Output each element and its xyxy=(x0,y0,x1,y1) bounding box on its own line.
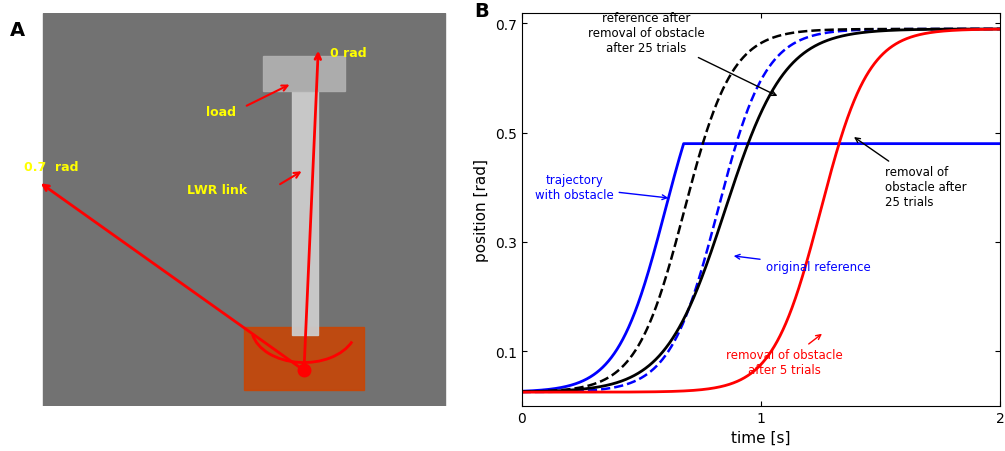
Bar xyxy=(244,327,364,390)
Text: B: B xyxy=(473,2,488,21)
Bar xyxy=(263,57,345,92)
Text: removal of obstacle
after 5 trials: removal of obstacle after 5 trials xyxy=(727,335,843,377)
Text: 0 rad: 0 rad xyxy=(331,47,367,60)
Y-axis label: position [rad]: position [rad] xyxy=(474,158,489,261)
Text: LWR link: LWR link xyxy=(187,184,247,197)
Text: reference after
removal of obstacle
after 25 trials: reference after removal of obstacle afte… xyxy=(588,11,776,96)
Text: A: A xyxy=(10,21,25,40)
X-axis label: time [s]: time [s] xyxy=(731,430,791,445)
Text: 0.7  rad: 0.7 rad xyxy=(24,161,78,174)
Bar xyxy=(292,92,319,335)
Text: removal of
obstacle after
25 trials: removal of obstacle after 25 trials xyxy=(855,138,967,209)
Text: original reference: original reference xyxy=(736,255,870,273)
Bar xyxy=(43,14,445,406)
Text: trajectory
with obstacle: trajectory with obstacle xyxy=(535,174,666,202)
Text: load: load xyxy=(206,106,236,119)
